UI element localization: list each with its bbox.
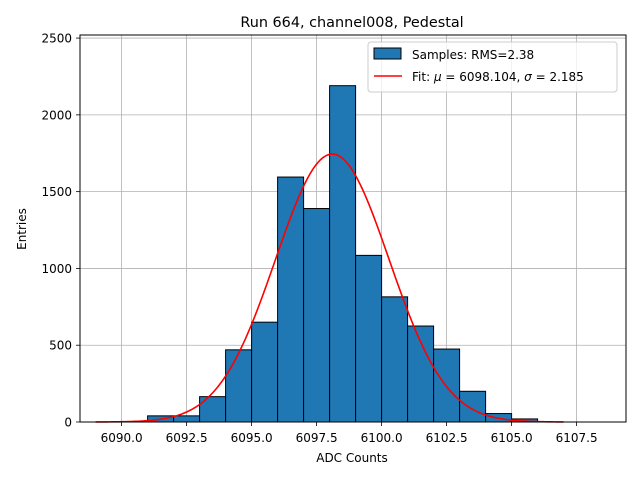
y-tick-label: 500 bbox=[49, 339, 72, 353]
y-axis-label: Entries bbox=[15, 208, 29, 250]
x-tick-label: 6097.5 bbox=[296, 431, 338, 445]
fit-curve bbox=[95, 153, 564, 423]
histogram-bar bbox=[251, 321, 279, 423]
legend: Samples: RMS=2.38 Fit: μ = 6098.104, σ =… bbox=[367, 41, 618, 93]
x-tick-label: 6100.0 bbox=[361, 431, 403, 445]
y-tick-label: 2500 bbox=[41, 32, 72, 46]
plot-area: 6090.0 6092.5 6095.0 6097.5 6100.0 6102.5 6105… bbox=[41, 32, 627, 445]
y-tick-label: 1000 bbox=[41, 262, 72, 276]
histogram-bar bbox=[459, 390, 487, 423]
histogram-bar bbox=[277, 176, 305, 423]
y-tick-label: 0 bbox=[64, 416, 72, 430]
histogram-bar bbox=[173, 415, 201, 423]
y-tick-label: 2000 bbox=[41, 108, 72, 122]
y-tick-label: 1500 bbox=[41, 185, 72, 199]
x-tick-label: 6090.0 bbox=[101, 431, 143, 445]
histogram-bar bbox=[225, 349, 253, 423]
x-tick-label: 6095.0 bbox=[231, 431, 273, 445]
axes-frame bbox=[79, 34, 627, 423]
legend-frame bbox=[367, 41, 618, 93]
legend-fit-label: Fit: μ = 6098.104, σ = 2.185 bbox=[412, 70, 584, 84]
x-tick-label: 6105.0 bbox=[491, 431, 533, 445]
x-axis-label: ADC Counts bbox=[316, 451, 388, 465]
x-tick-label: 6092.5 bbox=[166, 431, 208, 445]
histogram-bar bbox=[329, 85, 357, 423]
x-tick-label: 6107.5 bbox=[556, 431, 598, 445]
histogram-bar bbox=[355, 254, 383, 423]
x-tick-label: 6102.5 bbox=[426, 431, 468, 445]
histogram-bar bbox=[303, 208, 331, 423]
legend-histogram-swatch bbox=[373, 47, 402, 60]
histogram-bar bbox=[381, 296, 409, 423]
chart-title: Run 664, channel008, Pedestal bbox=[240, 15, 463, 31]
legend-histogram-label: Samples: RMS=2.38 bbox=[412, 48, 534, 62]
